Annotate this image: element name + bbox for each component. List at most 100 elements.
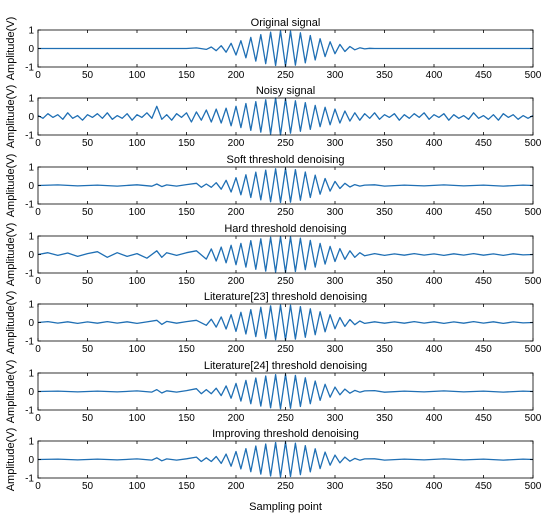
x-tick-label: 350 [376,276,393,287]
x-tick-label: 300 [327,207,344,218]
x-tick-label: 500 [525,70,542,81]
y-tick-label: -1 [25,63,34,74]
x-tick-label: 150 [178,481,195,492]
series-line [37,236,534,273]
x-tick-label: 100 [129,276,146,287]
x-tick-label: 50 [82,138,94,149]
y-tick-label: 0 [28,387,34,398]
subplot-title: Original signal [251,17,321,29]
x-tick-label: 350 [376,70,393,81]
x-tick-label: 150 [178,413,195,424]
x-tick-label: 0 [35,481,41,492]
y-tick-label: -1 [25,269,34,280]
y-axis-label: Amplitude(V) [5,154,17,218]
subplot-title: Literature[24] threshold denoising [204,360,367,372]
y-tick-label: 1 [28,300,34,311]
x-tick-label: 400 [426,413,443,424]
x-tick-label: 0 [35,138,41,149]
x-tick-label: 350 [376,138,393,149]
x-tick-label: 400 [426,276,443,287]
x-tick-label: 0 [35,207,41,218]
y-tick-label: -1 [25,406,34,417]
x-tick-label: 250 [277,344,294,355]
x-tick-label: 0 [35,413,41,424]
y-tick-label: -1 [25,131,34,142]
x-tick-label: 250 [277,276,294,287]
x-tick-label: 250 [277,138,294,149]
x-tick-label: 150 [178,207,195,218]
subplot-title: Improving threshold denoising [212,428,359,440]
y-axis-label: Amplitude(V) [5,223,17,287]
x-tick-label: 450 [475,413,492,424]
x-tick-label: 300 [327,70,344,81]
x-tick-label: 500 [525,344,542,355]
y-tick-label: 0 [28,181,34,192]
x-tick-label: 400 [426,138,443,149]
x-tick-label: 50 [82,70,94,81]
y-tick-label: 1 [28,163,34,174]
subplot-title: Hard threshold denoising [224,223,346,235]
x-tick-label: 100 [129,138,146,149]
x-tick-label: 200 [228,481,245,492]
x-tick-label: 400 [426,481,443,492]
x-tick-label: 300 [327,138,344,149]
x-tick-label: 150 [178,70,195,81]
x-tick-label: 0 [35,70,41,81]
x-tick-label: 150 [178,344,195,355]
x-tick-label: 250 [277,481,294,492]
series-line [37,167,534,204]
x-tick-label: 200 [228,413,245,424]
x-tick-label: 50 [82,413,94,424]
subplot-title: Noisy signal [256,85,315,97]
x-tick-label: 350 [376,344,393,355]
x-tick-label: 400 [426,344,443,355]
x-tick-label: 150 [178,138,195,149]
x-tick-label: 400 [426,207,443,218]
x-axis-label: Sampling point [249,501,322,513]
y-tick-label: 0 [28,318,34,329]
x-tick-label: 350 [376,207,393,218]
x-tick-label: 500 [525,276,542,287]
x-tick-label: 200 [228,138,245,149]
x-tick-label: 200 [228,276,245,287]
y-tick-label: 1 [28,369,34,380]
y-tick-label: -1 [25,474,34,485]
y-tick-label: 1 [28,232,34,243]
y-tick-label: 1 [28,26,34,37]
x-tick-label: 500 [525,207,542,218]
y-tick-label: 1 [28,437,34,448]
y-tick-label: 0 [28,250,34,261]
x-tick-label: 50 [82,481,94,492]
series-line [37,441,534,478]
y-tick-label: 0 [28,455,34,466]
y-tick-label: 0 [28,44,34,55]
subplot-title: Soft threshold denoising [226,154,344,166]
x-tick-label: 100 [129,344,146,355]
x-tick-label: 450 [475,344,492,355]
x-tick-label: 500 [525,481,542,492]
series-line [37,373,534,410]
x-tick-label: 500 [525,138,542,149]
x-tick-label: 450 [475,70,492,81]
x-tick-label: 50 [82,207,94,218]
x-tick-label: 300 [327,344,344,355]
x-tick-label: 300 [327,276,344,287]
y-axis-label: Amplitude(V) [5,360,17,424]
y-axis-label: Amplitude(V) [5,85,17,149]
x-tick-label: 300 [327,413,344,424]
y-axis-label: Amplitude(V) [5,17,17,81]
x-tick-label: 400 [426,70,443,81]
x-tick-label: 0 [35,276,41,287]
y-tick-label: -1 [25,337,34,348]
series-line [38,30,533,67]
x-tick-label: 100 [129,207,146,218]
x-tick-label: 250 [277,207,294,218]
x-tick-label: 100 [129,481,146,492]
x-tick-label: 200 [228,207,245,218]
x-tick-label: 200 [228,344,245,355]
x-tick-label: 450 [475,207,492,218]
x-tick-label: 300 [327,481,344,492]
subplot-title: Literature[23] threshold denoising [204,291,367,303]
x-tick-label: 150 [178,276,195,287]
